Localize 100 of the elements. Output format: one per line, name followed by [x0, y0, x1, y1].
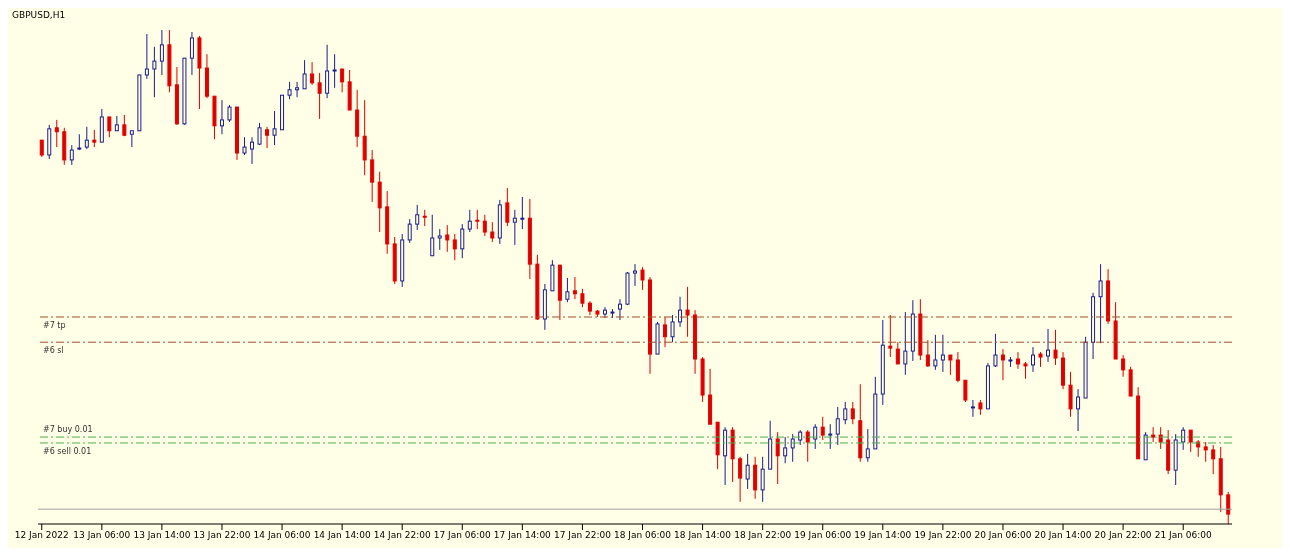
x-tick-label: 12 Jan 2022 — [14, 530, 69, 541]
x-tick-label: 20 Jan 22:00 — [1094, 530, 1152, 541]
candlestick — [663, 316, 668, 348]
candlestick — [467, 209, 472, 233]
candlestick — [903, 311, 908, 376]
candlestick — [745, 453, 750, 490]
candlestick — [302, 59, 307, 90]
candlestick — [640, 266, 645, 291]
chart-title: GBPUSD,H1 — [12, 10, 66, 20]
candlestick — [565, 277, 570, 303]
candlestick — [1181, 426, 1186, 451]
candlestick — [1031, 346, 1035, 373]
candlestick — [963, 379, 968, 403]
candlestick — [1226, 491, 1231, 524]
candlestick — [340, 68, 345, 93]
candlestick — [69, 144, 74, 166]
candlestick — [460, 223, 465, 259]
candlestick — [332, 53, 337, 89]
candlestick — [1121, 354, 1126, 378]
candlestick — [317, 72, 322, 120]
candlestick — [505, 187, 510, 227]
candlestick — [580, 288, 585, 308]
x-tick-label: 18 Jan 22:00 — [734, 530, 792, 541]
candlestick — [835, 406, 840, 446]
candlestick — [54, 119, 59, 148]
candlestick — [805, 429, 810, 463]
candlestick — [572, 276, 577, 300]
candlestick — [670, 314, 675, 343]
candlestick — [1203, 441, 1208, 463]
candlestick — [362, 99, 367, 176]
ref-line-label: #7 buy 0.01 — [43, 425, 93, 435]
x-tick-label: 13 Jan 06:00 — [73, 530, 131, 541]
candlestick — [865, 428, 870, 463]
candlestick — [370, 149, 375, 203]
candlestick — [295, 81, 300, 98]
candlestick — [490, 221, 495, 243]
candlestick — [520, 196, 525, 230]
candlestick — [265, 126, 270, 149]
candlestick — [1015, 351, 1020, 370]
candlestick — [152, 46, 157, 98]
candlestick — [738, 456, 743, 503]
x-tick-label: 14 Jan 06:00 — [253, 530, 311, 541]
candlestick — [512, 209, 517, 246]
candlestick — [452, 233, 457, 261]
candlestick — [310, 61, 315, 86]
ref-line-label: #6 sl — [43, 345, 64, 355]
candlestick — [272, 110, 277, 146]
candlestick — [1211, 444, 1216, 475]
candlestick — [933, 334, 938, 371]
candlestick — [430, 214, 435, 257]
candlestick — [678, 296, 683, 328]
x-tick-label: 20 Jan 06:00 — [974, 530, 1032, 541]
candlestick — [940, 334, 945, 373]
candlestick — [948, 354, 953, 376]
candlestick — [1188, 429, 1193, 453]
candlestick — [1053, 329, 1058, 366]
candlestick — [159, 30, 164, 76]
candlestick — [790, 433, 795, 463]
candlestick — [475, 209, 480, 230]
candlestick — [482, 214, 487, 237]
ref-line-label: #6 sell 0.01 — [43, 446, 92, 456]
candlestick — [820, 416, 825, 441]
candlestick — [955, 351, 960, 383]
candlestick — [775, 431, 780, 485]
x-tick-label: 17 Jan 14:00 — [493, 530, 552, 541]
x-tick-label: 17 Jan 06:00 — [433, 530, 492, 541]
candlestick — [760, 456, 765, 503]
x-tick-label: 18 Jan 14:00 — [674, 530, 732, 541]
candlestick — [107, 116, 112, 138]
candlestick — [617, 298, 622, 321]
candlestick — [1000, 348, 1005, 381]
candlestick — [1046, 328, 1051, 363]
candlestick — [189, 31, 194, 76]
candlestick — [1098, 263, 1103, 344]
x-tick-label: 14 Jan 22:00 — [373, 530, 431, 541]
candlestick — [783, 436, 788, 464]
candlestick — [828, 423, 833, 450]
candlestick — [325, 44, 330, 99]
x-tick-label: 14 Jan 14:00 — [313, 530, 371, 541]
candlestick — [850, 401, 855, 425]
candlestick — [1151, 426, 1156, 443]
candlestick — [129, 130, 134, 148]
ref-line-label: #7 tp — [43, 320, 66, 330]
candlestick — [84, 126, 89, 150]
x-tick-label: 21 Jan 06:00 — [1154, 530, 1212, 541]
x-tick-label: 19 Jan 22:00 — [914, 530, 972, 541]
candlestick — [415, 204, 420, 231]
candlestick — [888, 314, 893, 358]
candlestick — [925, 339, 930, 368]
candlestick — [407, 218, 412, 244]
candlestick — [895, 341, 900, 365]
candlestick — [685, 286, 690, 338]
x-tick-label: 19 Jan 14:00 — [854, 530, 912, 541]
x-tick-label: 18 Jan 06:00 — [614, 530, 672, 541]
x-tick-label: 20 Jan 14:00 — [1034, 530, 1092, 541]
x-tick-label: 13 Jan 22:00 — [193, 530, 251, 541]
candlestick — [813, 423, 818, 450]
candlestick — [250, 136, 255, 165]
candlestick — [219, 99, 224, 135]
candlestick — [144, 33, 149, 80]
